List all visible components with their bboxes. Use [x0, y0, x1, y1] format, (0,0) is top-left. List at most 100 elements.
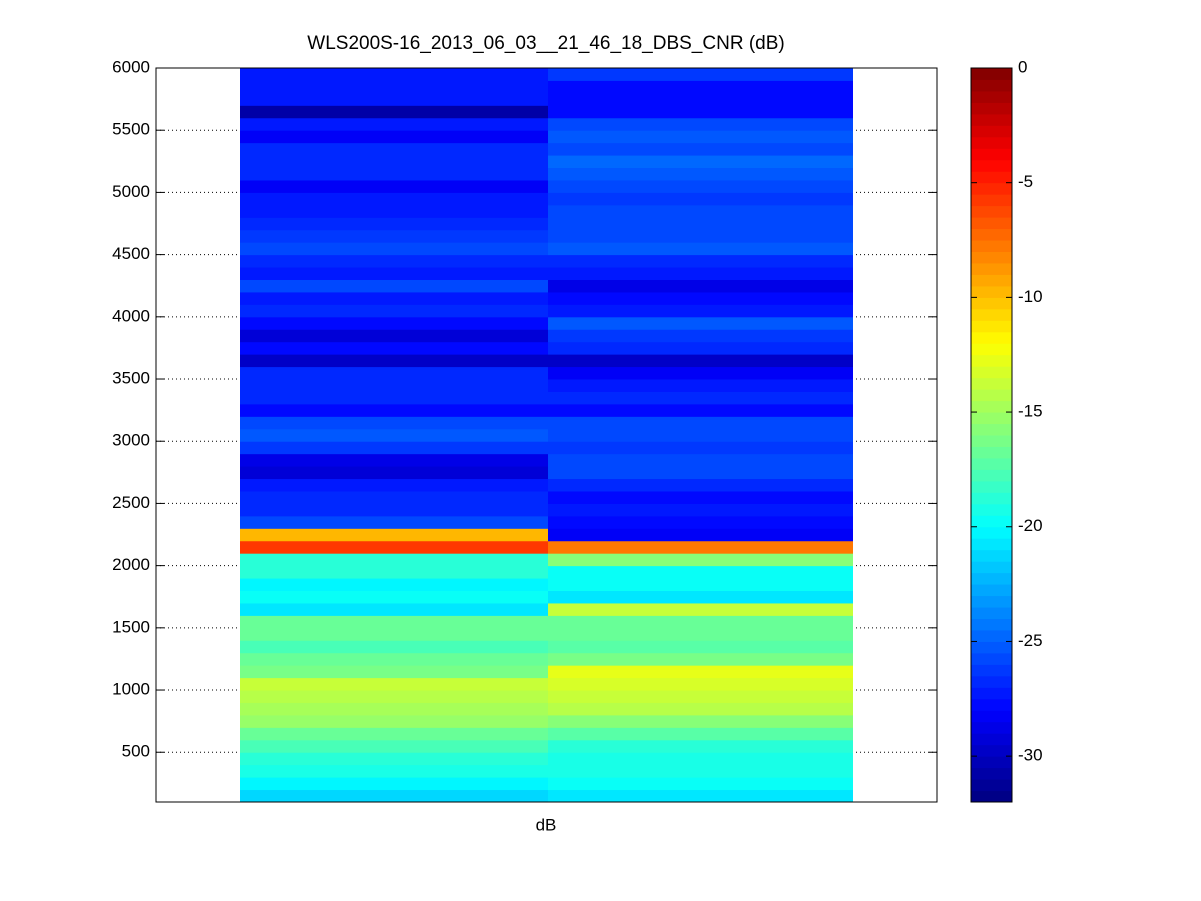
heatmap-cell [548, 578, 853, 592]
heatmap-cell [240, 254, 549, 268]
heatmap-cell [548, 553, 853, 567]
y-tick-label: 3500 [112, 369, 150, 388]
heatmap-cell [548, 341, 853, 355]
heatmap-cell [548, 217, 853, 231]
colorbar-swatch [971, 285, 1012, 298]
colorbar-swatch [971, 584, 1012, 597]
heatmap-cell [548, 354, 853, 368]
y-tick-label: 2000 [112, 555, 150, 574]
heatmap-cell [240, 217, 549, 231]
colorbar-swatch [971, 675, 1012, 688]
heatmap-cell [240, 503, 549, 517]
heatmap-cell [548, 130, 853, 144]
colorbar-swatch [971, 446, 1012, 459]
colorbar-swatch [971, 159, 1012, 172]
colorbar-swatch [971, 572, 1012, 585]
heatmap-cell [548, 403, 853, 417]
colorbar-swatch [971, 377, 1012, 390]
heatmap-cell [548, 714, 853, 728]
colorbar-swatch [971, 756, 1012, 769]
colorbar-swatch [971, 721, 1012, 734]
heatmap-cell [240, 640, 549, 654]
colorbar-swatch [971, 664, 1012, 677]
colorbar-swatch [971, 698, 1012, 711]
y-tick-label: 1500 [112, 617, 150, 636]
heatmap-cell [548, 68, 853, 81]
y-tick-label: 5500 [112, 120, 150, 139]
heatmap-cell [548, 441, 853, 455]
colorbar-swatch [971, 308, 1012, 321]
colorbar-swatch [971, 641, 1012, 654]
heatmap-cell [548, 665, 853, 679]
heatmap-cell [548, 615, 853, 629]
heatmap-cell [548, 192, 853, 206]
colorbar-swatch [971, 423, 1012, 436]
colorbar-swatch [971, 595, 1012, 608]
heatmap-cell [548, 428, 853, 442]
colorbar-tick-label: -25 [1018, 631, 1043, 650]
colorbar-tick-label: -15 [1018, 402, 1043, 421]
heatmap-cell [240, 702, 549, 716]
colorbar-swatch [971, 194, 1012, 207]
colorbar-swatch [971, 240, 1012, 252]
y-tick-label: 5000 [112, 182, 150, 201]
colorbar-swatch [971, 744, 1012, 757]
colorbar-swatch [971, 136, 1012, 149]
heatmap-cell [240, 329, 549, 343]
colorbar-tick-label: 0 [1018, 57, 1027, 76]
colorbar-swatch [971, 790, 1012, 803]
colorbar-swatch [971, 79, 1012, 92]
colorbar-swatch [971, 113, 1012, 126]
colorbar-swatch [971, 331, 1012, 344]
heatmap-cell [240, 379, 549, 392]
heatmap-cell [548, 602, 853, 616]
heatmap-cell [240, 354, 549, 368]
colorbar-swatch [971, 733, 1012, 746]
heatmap-cell [240, 304, 549, 318]
colorbar-swatch [971, 710, 1012, 723]
colorbar-swatch [971, 90, 1012, 103]
heatmap-cell [548, 304, 853, 318]
heatmap-cell [240, 727, 549, 741]
heatmap-cell [548, 242, 853, 256]
heatmap-cell [240, 341, 549, 355]
heatmap-cell [548, 179, 853, 193]
heatmap-cell [548, 515, 853, 529]
heatmap-cell [548, 142, 853, 156]
heatmap-cell [240, 565, 549, 579]
colorbar-swatch [971, 687, 1012, 700]
heatmap-cell [548, 204, 853, 218]
heatmap-cell [240, 739, 549, 753]
heatmap-cell [240, 68, 549, 81]
heatmap-cell [240, 403, 549, 417]
colorbar-swatch [971, 457, 1012, 470]
heatmap-cell [548, 80, 853, 94]
colorbar-swatch [971, 228, 1012, 241]
heatmap-cell [548, 702, 853, 716]
colorbar-swatch [971, 492, 1012, 505]
y-tick-label: 3000 [112, 431, 150, 450]
heatmap-cell [548, 379, 853, 392]
colorbar-swatch [971, 205, 1012, 218]
colorbar-swatch [971, 389, 1012, 402]
y-tick-label: 2500 [112, 493, 150, 512]
colorbar-tick-label: -10 [1018, 287, 1043, 306]
heatmap-cell [240, 627, 549, 641]
heatmap-cell [548, 739, 853, 753]
heatmap-cell [240, 490, 549, 504]
heatmap-cell [548, 490, 853, 504]
heatmap-cell [240, 142, 549, 156]
heatmap-cell [240, 391, 549, 405]
plot-frame [155, 67, 938, 803]
colorbar-swatch [971, 561, 1012, 574]
heatmap-cell [548, 416, 853, 430]
colorbar-swatch [971, 538, 1012, 551]
colorbar-swatch [971, 480, 1012, 493]
colorbar-swatch [971, 526, 1012, 539]
heatmap-cell [548, 391, 853, 405]
colorbar-swatch [971, 469, 1012, 482]
colorbar-swatch [971, 549, 1012, 562]
heatmap-cell [240, 267, 549, 280]
colorbar-swatch [971, 125, 1012, 138]
